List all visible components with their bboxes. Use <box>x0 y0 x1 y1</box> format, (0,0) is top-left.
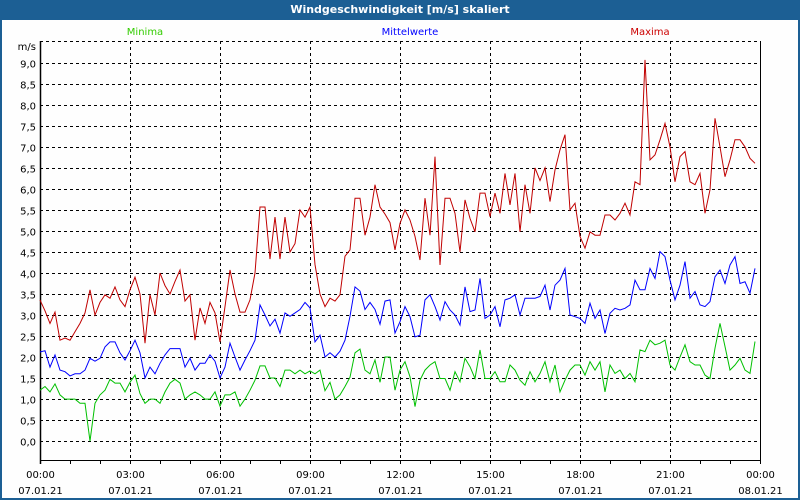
series-line-maxima <box>39 59 756 344</box>
legend-maxima: Maxima <box>630 27 669 38</box>
y-tick-label: 1,5 <box>20 375 36 386</box>
y-tick-label: 3,0 <box>20 312 36 323</box>
x-tick-date: 07.01.21 <box>558 486 603 497</box>
y-tick-label: 0,5 <box>20 417 36 428</box>
x-tick-date: 07.01.21 <box>108 486 153 497</box>
x-tick-time: 00:00 <box>26 470 55 481</box>
series-lines <box>39 59 756 442</box>
x-tick-time: 06:00 <box>206 470 235 481</box>
x-tick-date: 08.01.21 <box>738 486 783 497</box>
x-tick-date: 07.01.21 <box>378 486 423 497</box>
y-tick-label: 7,5 <box>20 123 36 134</box>
chart-title: Windgeschwindigkeit [m/s] skaliert <box>290 3 510 16</box>
legend-mittelwerte: Mittelwerte <box>382 27 439 38</box>
x-tick-time: 21:00 <box>656 470 685 481</box>
x-tick-date: 07.01.21 <box>288 486 333 497</box>
y-tick-label: 1,0 <box>20 396 36 407</box>
y-tick-label: 4,0 <box>20 270 36 281</box>
labels: 0,0 0,5 1,0 1,5 2,0 2,5 3,0 3,5 4,0 4,5 5,0 5,5 6,0 6… <box>18 27 783 497</box>
x-tick-date: 07.01.21 <box>468 486 513 497</box>
y-axis-label: m/s <box>18 42 36 53</box>
legend-minima: Minima <box>127 27 163 38</box>
y-tick-label: 8,0 <box>20 102 36 113</box>
y-tick-label: 8,5 <box>20 81 36 92</box>
x-tick-time: 18:00 <box>566 470 595 481</box>
x-tick-time: 03:00 <box>116 470 145 481</box>
y-tick-label: 9,0 <box>20 60 36 71</box>
y-tick-label: 3,5 <box>20 291 36 302</box>
x-tick-date: 07.01.21 <box>198 486 243 497</box>
grid <box>40 41 760 460</box>
y-tick-label: 4,5 <box>20 249 36 260</box>
axes <box>39 41 761 464</box>
x-tick-time: 00:00 <box>746 470 775 481</box>
x-tick-time: 12:00 <box>386 470 415 481</box>
y-tick-label: 0,0 <box>20 438 36 449</box>
y-tick-label: 7,0 <box>20 144 36 155</box>
y-tick-label: 5,0 <box>20 228 36 239</box>
x-tick-date: 07.01.21 <box>648 486 693 497</box>
series-line-mittelwerte <box>39 250 756 380</box>
y-tick-label: 6,5 <box>20 165 36 176</box>
y-tick-label: 2,0 <box>20 354 36 365</box>
series-line-minima <box>39 323 756 442</box>
x-tick-time: 15:00 <box>476 470 505 481</box>
x-tick-time: 09:00 <box>296 470 325 481</box>
y-tick-label: 2,5 <box>20 333 36 344</box>
x-tick-date: 07.01.21 <box>18 486 63 497</box>
y-tick-label: 6,0 <box>20 186 36 197</box>
y-tick-label: 5,5 <box>20 207 36 218</box>
